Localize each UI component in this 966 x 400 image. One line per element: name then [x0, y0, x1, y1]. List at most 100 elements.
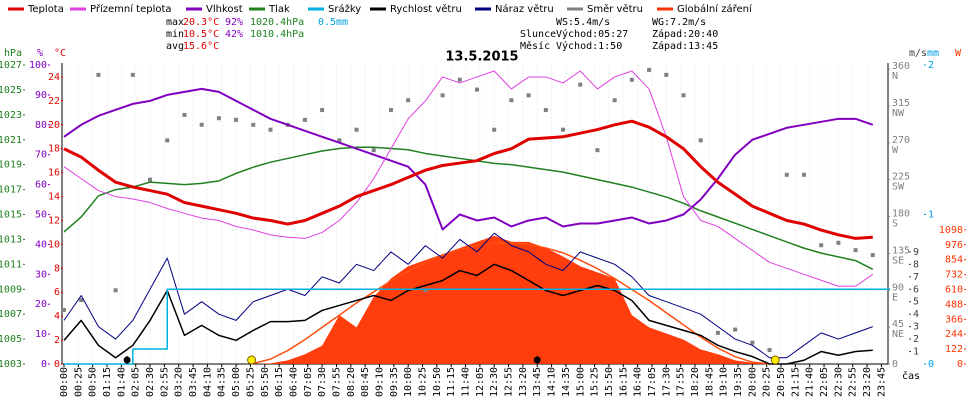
stat-label: min [166, 29, 184, 40]
x-tick-label: 10:00 [403, 367, 414, 397]
direction-point [199, 122, 204, 127]
x-tick-label: 00:00 [59, 367, 70, 397]
direction-point [251, 122, 256, 127]
y-tick-label: 1 [913, 347, 919, 358]
y-tick-label: 70 [35, 150, 47, 161]
x-tick-label: 00:50 [88, 367, 99, 397]
tick-label-line: W [892, 145, 899, 156]
series-line [63, 232, 873, 359]
y-tick-label: 1019 [0, 160, 22, 171]
direction-point [216, 116, 221, 121]
legend-label: Teplota [27, 4, 64, 15]
y-tick-label: 100 [29, 60, 47, 71]
x-tick-label: 02:05 [131, 367, 142, 397]
tick-label-line: 45 [892, 319, 904, 330]
x-tick-label: 01:15 [102, 367, 113, 397]
x-tick-label: 22:30 [833, 367, 844, 397]
direction-point [561, 127, 566, 132]
y-tick-label: 5 [913, 297, 919, 308]
y-tick-label: 14 [48, 192, 60, 203]
x-tick-label: 15:00 [575, 367, 586, 397]
y-tick-label: 180 S [892, 209, 910, 230]
direction-point [388, 108, 393, 113]
y-tick-label: 1098 [939, 225, 963, 236]
tick-label-line: 360 [892, 61, 910, 72]
y-tick-label: 732 [945, 270, 963, 281]
tick-label-line: N [892, 71, 898, 82]
y-tick-label: 45 NE [892, 319, 904, 340]
direction-point [629, 77, 634, 82]
tick-label-line: NE [892, 329, 904, 340]
y-tick-label: 6 [54, 287, 60, 298]
direction-point [612, 98, 617, 103]
precip-line [64, 288, 890, 365]
y-tick-label: 0 [41, 359, 47, 370]
series-line [63, 87, 874, 231]
direction-point [475, 87, 479, 92]
info-value: Východ:1:50 [556, 40, 622, 52]
y-tick-label: 1007 [0, 309, 22, 320]
tick-label-line: 225 [892, 172, 910, 183]
direction-point [423, 288, 428, 293]
y-tick-label: 1005 [0, 334, 22, 345]
x-tick-label: 22:55 [848, 367, 859, 397]
sun-mark [247, 355, 257, 365]
y-tick-label: 22 [48, 96, 60, 107]
y-tick-label: 50 [35, 210, 47, 221]
x-tick-label: 02:55 [159, 367, 170, 397]
stat-value: 92% [225, 17, 243, 28]
direction-point [440, 93, 445, 98]
direction-point [664, 72, 669, 77]
direction-point [354, 127, 359, 132]
y-tick-label: 0 [892, 359, 898, 370]
y-tick-label: 60 [35, 180, 47, 191]
direction-point [406, 98, 411, 103]
y-tick-label: 40 [35, 239, 47, 250]
y-tick-label: 270 W [892, 135, 910, 156]
x-tick-label: 21:40 [805, 367, 816, 397]
tick-label-line: SE [892, 255, 904, 266]
axis-title: hPa [4, 48, 22, 59]
y-tick-label: 6 [913, 284, 919, 295]
stat-value: 15.6°C [183, 41, 219, 52]
info-label: Měsíc [520, 40, 550, 52]
y-tick-label: 7 [913, 272, 919, 283]
direction-point [96, 72, 101, 77]
stat-value: 0.5mm [318, 17, 348, 28]
y-tick-label: 1015 [0, 210, 22, 221]
y-tick-label: 8 [54, 263, 60, 274]
legend-label: Rychlost větru [390, 3, 462, 15]
stat-value: 1010.4hPa [250, 29, 304, 40]
tick-label-line: S [892, 219, 898, 230]
y-tick-label: 122 [945, 344, 963, 355]
chart-title: 13.5.2015 [445, 50, 518, 65]
x-tick-label: 13:20 [518, 367, 529, 397]
direction-point [62, 307, 66, 312]
radiation-area [64, 235, 873, 364]
direction-point [578, 82, 583, 87]
x-tick-label: 01:40 [116, 367, 127, 397]
y-tick-label: 90 [35, 90, 47, 101]
x-tick-label: 17:55 [676, 367, 687, 397]
y-tick-label: 10 [48, 239, 60, 250]
direction-point [543, 108, 548, 113]
x-tick-label: 17:05 [647, 367, 658, 397]
x-tick-label: 20:25 [762, 367, 773, 397]
x-tick-label: 04:35 [217, 367, 228, 397]
y-tick-label: 244 [945, 329, 963, 340]
direction-point [647, 67, 652, 72]
axis-title: °C [54, 48, 66, 59]
tick-label-line: 270 [892, 135, 910, 146]
y-tick-label: 1017 [0, 185, 22, 196]
x-axis-label: čas [902, 370, 920, 382]
direction-point [302, 117, 307, 122]
x-tick-label: 09:35 [389, 367, 400, 397]
x-tick-label: 23:20 [862, 367, 873, 397]
sun-mark [770, 355, 780, 365]
x-tick-label: 15:50 [604, 367, 615, 397]
x-tick-label: 13:45 [532, 367, 543, 397]
stat-value: 1020.4hPa [250, 17, 304, 28]
direction-point [182, 112, 187, 117]
axis-title: % [37, 48, 43, 59]
